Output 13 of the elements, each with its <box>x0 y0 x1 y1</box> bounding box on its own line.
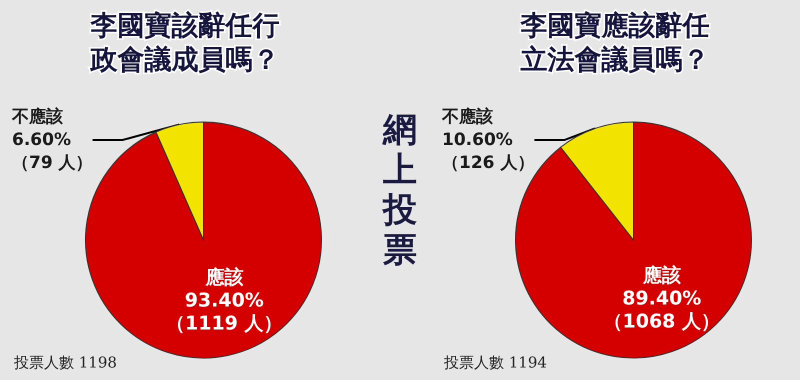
slice-label: 不應該 <box>441 107 493 127</box>
chart-title: 李國寶應該辭任立法會議員嗎？ <box>520 10 710 76</box>
slice-label: 應該 <box>642 264 681 287</box>
text: 投票人數 1194 <box>443 354 547 372</box>
data-label: 89.40% （1068 人） <box>604 288 720 333</box>
text: 網上投票 <box>381 110 418 270</box>
slice-label: 應該 <box>204 266 244 289</box>
chart-title: 李國寶該辭任行政會議成員嗎？ <box>90 10 280 76</box>
data-label: 10.60% （126 人） <box>442 130 534 173</box>
slice-label: 不應該 <box>11 107 63 127</box>
data-label: 93.40% （1119 人） <box>166 290 283 335</box>
text: 投票人數 1198 <box>13 354 117 372</box>
data-label: 6.60% （79 人） <box>12 130 93 173</box>
